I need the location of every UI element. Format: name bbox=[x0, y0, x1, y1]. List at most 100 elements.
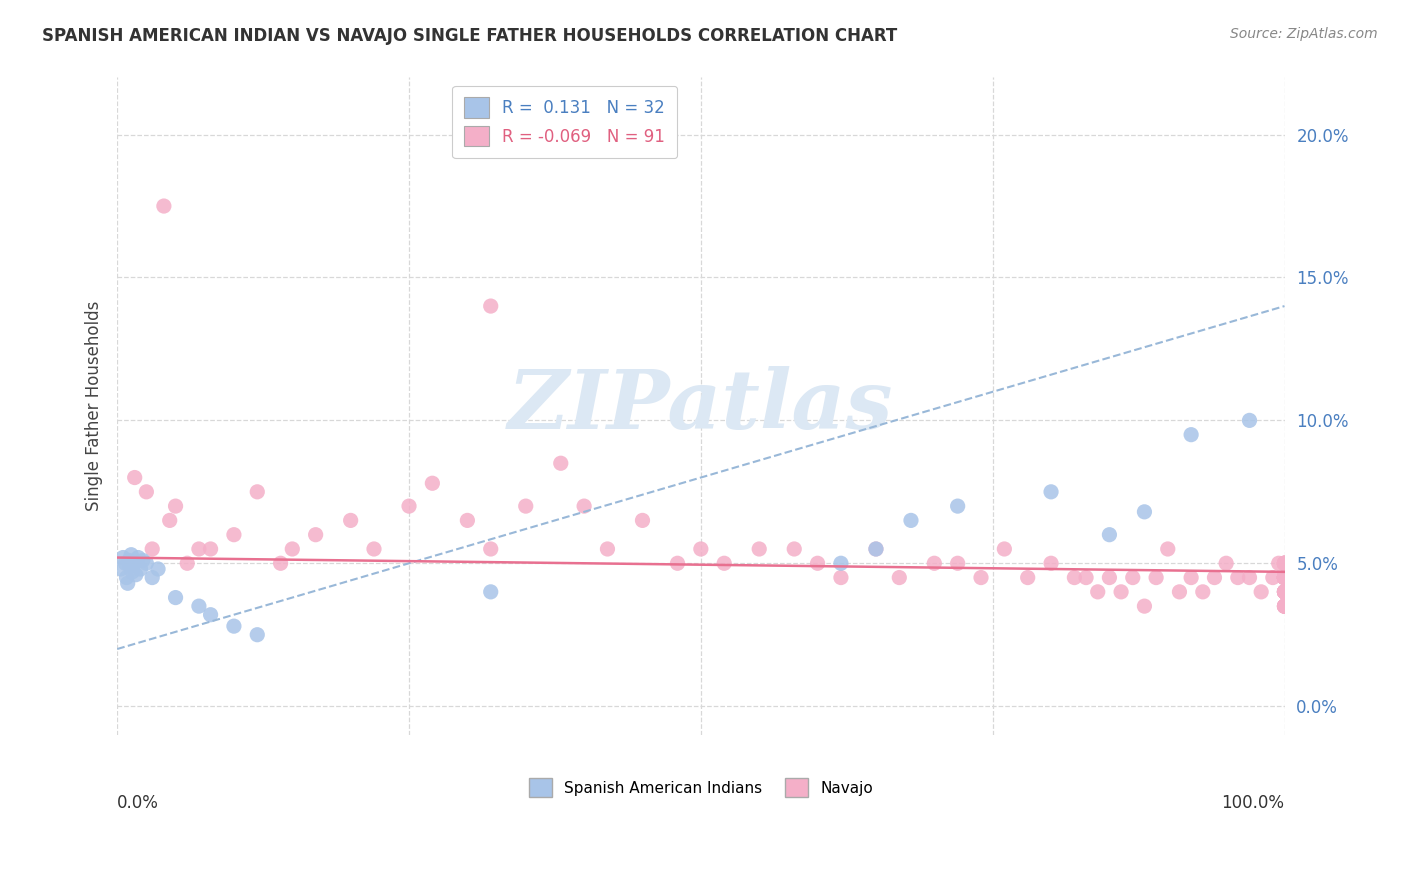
Point bbox=[1239, 413, 1261, 427]
Point bbox=[1274, 599, 1296, 614]
Point bbox=[132, 553, 155, 567]
Point bbox=[1274, 570, 1296, 584]
Point bbox=[187, 541, 209, 556]
Point bbox=[110, 562, 132, 576]
Point bbox=[281, 541, 304, 556]
Text: ZIPatlas: ZIPatlas bbox=[508, 366, 894, 446]
Text: Source: ZipAtlas.com: Source: ZipAtlas.com bbox=[1230, 27, 1378, 41]
Point bbox=[550, 456, 572, 470]
Point bbox=[1274, 585, 1296, 599]
Point bbox=[783, 541, 806, 556]
Point bbox=[1274, 585, 1296, 599]
Point bbox=[124, 556, 146, 570]
Point bbox=[1074, 570, 1097, 584]
Point bbox=[246, 628, 269, 642]
Point bbox=[1274, 570, 1296, 584]
Point bbox=[1274, 570, 1296, 584]
Point bbox=[1274, 570, 1296, 584]
Point bbox=[1017, 570, 1039, 584]
Point bbox=[515, 499, 537, 513]
Point bbox=[1098, 527, 1121, 541]
Point bbox=[159, 513, 181, 527]
Point bbox=[1098, 570, 1121, 584]
Point bbox=[889, 570, 911, 584]
Point bbox=[924, 556, 946, 570]
Point bbox=[1274, 585, 1296, 599]
Point bbox=[1274, 585, 1296, 599]
Point bbox=[865, 541, 887, 556]
Point bbox=[1250, 585, 1272, 599]
Point bbox=[1274, 585, 1296, 599]
Point bbox=[127, 550, 149, 565]
Point bbox=[1274, 556, 1296, 570]
Point bbox=[1204, 570, 1226, 584]
Point bbox=[222, 527, 245, 541]
Point bbox=[363, 541, 385, 556]
Point bbox=[1274, 585, 1296, 599]
Point bbox=[946, 499, 969, 513]
Point bbox=[1168, 585, 1191, 599]
Point bbox=[1274, 570, 1296, 584]
Point bbox=[865, 541, 887, 556]
Point bbox=[900, 513, 922, 527]
Point bbox=[1274, 556, 1296, 570]
Point bbox=[200, 607, 222, 622]
Point bbox=[1274, 556, 1296, 570]
Point bbox=[1087, 585, 1109, 599]
Point bbox=[1063, 570, 1085, 584]
Point bbox=[1274, 599, 1296, 614]
Point bbox=[946, 556, 969, 570]
Point bbox=[970, 570, 993, 584]
Point bbox=[176, 556, 198, 570]
Text: SPANISH AMERICAN INDIAN VS NAVAJO SINGLE FATHER HOUSEHOLDS CORRELATION CHART: SPANISH AMERICAN INDIAN VS NAVAJO SINGLE… bbox=[42, 27, 897, 45]
Point bbox=[124, 470, 146, 484]
Point bbox=[1180, 427, 1202, 442]
Point bbox=[572, 499, 595, 513]
Point bbox=[339, 513, 361, 527]
Point bbox=[1274, 585, 1296, 599]
Point bbox=[1274, 556, 1296, 570]
Point bbox=[993, 541, 1015, 556]
Point bbox=[1122, 570, 1144, 584]
Point bbox=[830, 570, 852, 584]
Point bbox=[121, 565, 143, 579]
Point bbox=[713, 556, 735, 570]
Point bbox=[1274, 570, 1296, 584]
Point bbox=[479, 299, 502, 313]
Point bbox=[118, 553, 141, 567]
Point bbox=[689, 541, 711, 556]
Point bbox=[1109, 585, 1132, 599]
Point bbox=[666, 556, 689, 570]
Point bbox=[1274, 570, 1296, 584]
Point bbox=[125, 567, 148, 582]
Point bbox=[1180, 570, 1202, 584]
Point bbox=[1274, 585, 1296, 599]
Point bbox=[1274, 556, 1296, 570]
Point bbox=[1274, 570, 1296, 584]
Point bbox=[115, 570, 138, 584]
Point bbox=[222, 619, 245, 633]
Point bbox=[1274, 599, 1296, 614]
Y-axis label: Single Father Households: Single Father Households bbox=[86, 301, 103, 511]
Point bbox=[135, 484, 157, 499]
Point bbox=[117, 576, 139, 591]
Point bbox=[118, 559, 141, 574]
Point bbox=[1274, 599, 1296, 614]
Point bbox=[1267, 556, 1289, 570]
Point bbox=[165, 499, 187, 513]
Point bbox=[1133, 599, 1156, 614]
Point bbox=[748, 541, 770, 556]
Point bbox=[1133, 505, 1156, 519]
Point bbox=[631, 513, 654, 527]
Point bbox=[1274, 585, 1296, 599]
Point bbox=[187, 599, 209, 614]
Point bbox=[398, 499, 420, 513]
Legend: Spanish American Indians, Navajo: Spanish American Indians, Navajo bbox=[520, 769, 882, 806]
Point bbox=[1239, 570, 1261, 584]
Point bbox=[129, 562, 152, 576]
Text: 0.0%: 0.0% bbox=[117, 794, 159, 812]
Point bbox=[153, 199, 176, 213]
Point bbox=[200, 541, 222, 556]
Point bbox=[141, 570, 163, 584]
Point bbox=[1274, 599, 1296, 614]
